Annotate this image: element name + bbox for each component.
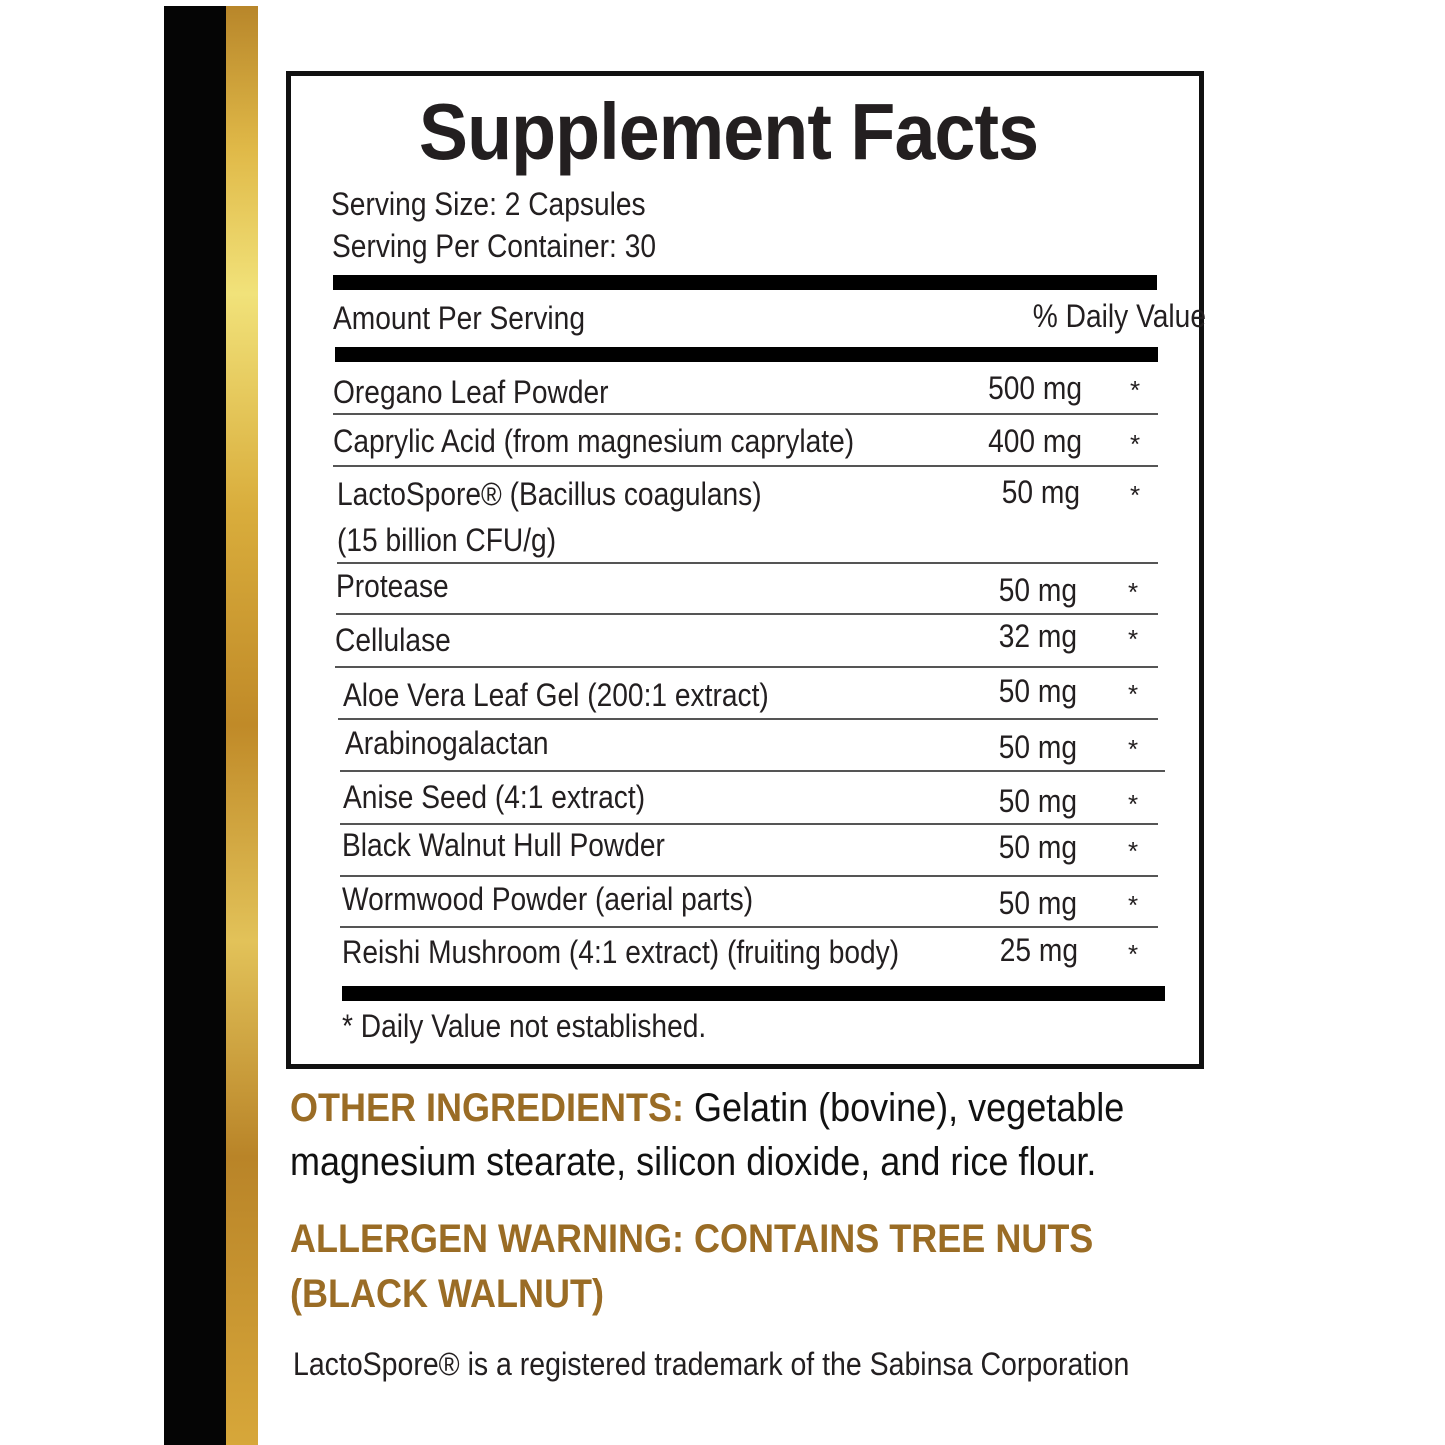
other-ingredients-line2: magnesium stearate, silicon dioxide, and… (290, 1140, 1097, 1184)
daily-value: * (1130, 480, 1141, 510)
divider-thick (335, 347, 1158, 362)
daily-value: * (1128, 789, 1139, 819)
row-divider (333, 413, 1158, 415)
ingredient-amount: 50 mg (998, 783, 1077, 819)
daily-value: * (1130, 429, 1141, 459)
row-divider (340, 823, 1158, 825)
allergen-warning-line2: (BLACK WALNUT) (290, 1272, 604, 1316)
row-divider (333, 465, 1158, 467)
row-divider (338, 718, 1158, 720)
ingredient-name: Protease (336, 568, 449, 604)
ingredient-name-line2: (15 billion CFU/g) (337, 522, 557, 558)
ingredient-amount: 50 mg (998, 572, 1077, 608)
ingredient-name: Cellulase (335, 622, 451, 658)
divider-thick (333, 275, 1157, 290)
other-ingredients-text: Gelatin (bovine), vegetable (694, 1086, 1125, 1130)
amount-per-serving-header: Amount Per Serving (333, 300, 585, 336)
allergen-warning: ALLERGEN WARNING: CONTAINS TREE NUTS (290, 1217, 1094, 1261)
ingredient-amount: 50 mg (998, 729, 1077, 765)
servings-per-container: Serving Per Container: 30 (332, 228, 657, 264)
daily-value: * (1128, 939, 1139, 969)
row-divider (336, 613, 1158, 615)
decorative-gold-stripe (226, 6, 258, 1445)
daily-value: * (1128, 836, 1139, 866)
row-divider (337, 562, 1158, 564)
divider-thick (342, 986, 1165, 1001)
ingredient-amount: 50 mg (1001, 474, 1080, 510)
decorative-black-stripe (164, 6, 226, 1445)
row-divider (340, 770, 1165, 772)
ingredient-amount: 32 mg (998, 618, 1077, 654)
ingredient-name: Caprylic Acid (from magnesium caprylate) (333, 423, 855, 459)
ingredient-name: Reishi Mushroom (4:1 extract) (fruiting … (342, 934, 900, 970)
row-divider (335, 666, 1158, 668)
row-divider (340, 875, 1158, 877)
ingredient-name: Aloe Vera Leaf Gel (200:1 extract) (343, 677, 769, 713)
serving-size: Serving Size: 2 Capsules (331, 186, 646, 222)
ingredient-name: Black Walnut Hull Powder (342, 827, 665, 863)
trademark-note: LactoSpore® is a registered trademark of… (293, 1346, 1130, 1382)
daily-value: * (1130, 375, 1141, 405)
ingredient-amount: 400 mg (988, 423, 1082, 459)
ingredient-name: LactoSpore® (Bacillus coagulans) (337, 476, 762, 512)
ingredient-amount: 25 mg (999, 932, 1078, 968)
other-ingredients: OTHER INGREDIENTS: Gelatin (bovine), veg… (290, 1081, 1124, 1135)
ingredient-amount: 50 mg (998, 885, 1077, 921)
daily-value: * (1128, 624, 1139, 654)
daily-value: * (1128, 734, 1139, 764)
ingredient-name: Arabinogalactan (345, 725, 549, 761)
daily-value: * (1128, 890, 1139, 920)
ingredient-amount: 50 mg (998, 829, 1077, 865)
daily-value: * (1128, 679, 1139, 709)
page-title: Supplement Facts (0, 86, 1445, 178)
ingredient-amount: 50 mg (998, 673, 1077, 709)
daily-value-header: % Daily Value (1032, 298, 1207, 334)
other-ingredients-label: OTHER INGREDIENTS: (290, 1086, 685, 1130)
ingredient-amount: 500 mg (988, 370, 1082, 406)
ingredient-name: Oregano Leaf Powder (333, 374, 609, 410)
ingredient-name: Anise Seed (4:1 extract) (343, 779, 646, 815)
ingredient-name: Wormwood Powder (aerial parts) (342, 881, 754, 917)
title-text: Supplement Facts (418, 87, 1039, 176)
daily-value: * (1128, 577, 1139, 607)
footnote: * Daily Value not established. (342, 1008, 707, 1044)
row-divider (340, 926, 1158, 928)
supplement-facts-panel (286, 71, 1204, 1069)
